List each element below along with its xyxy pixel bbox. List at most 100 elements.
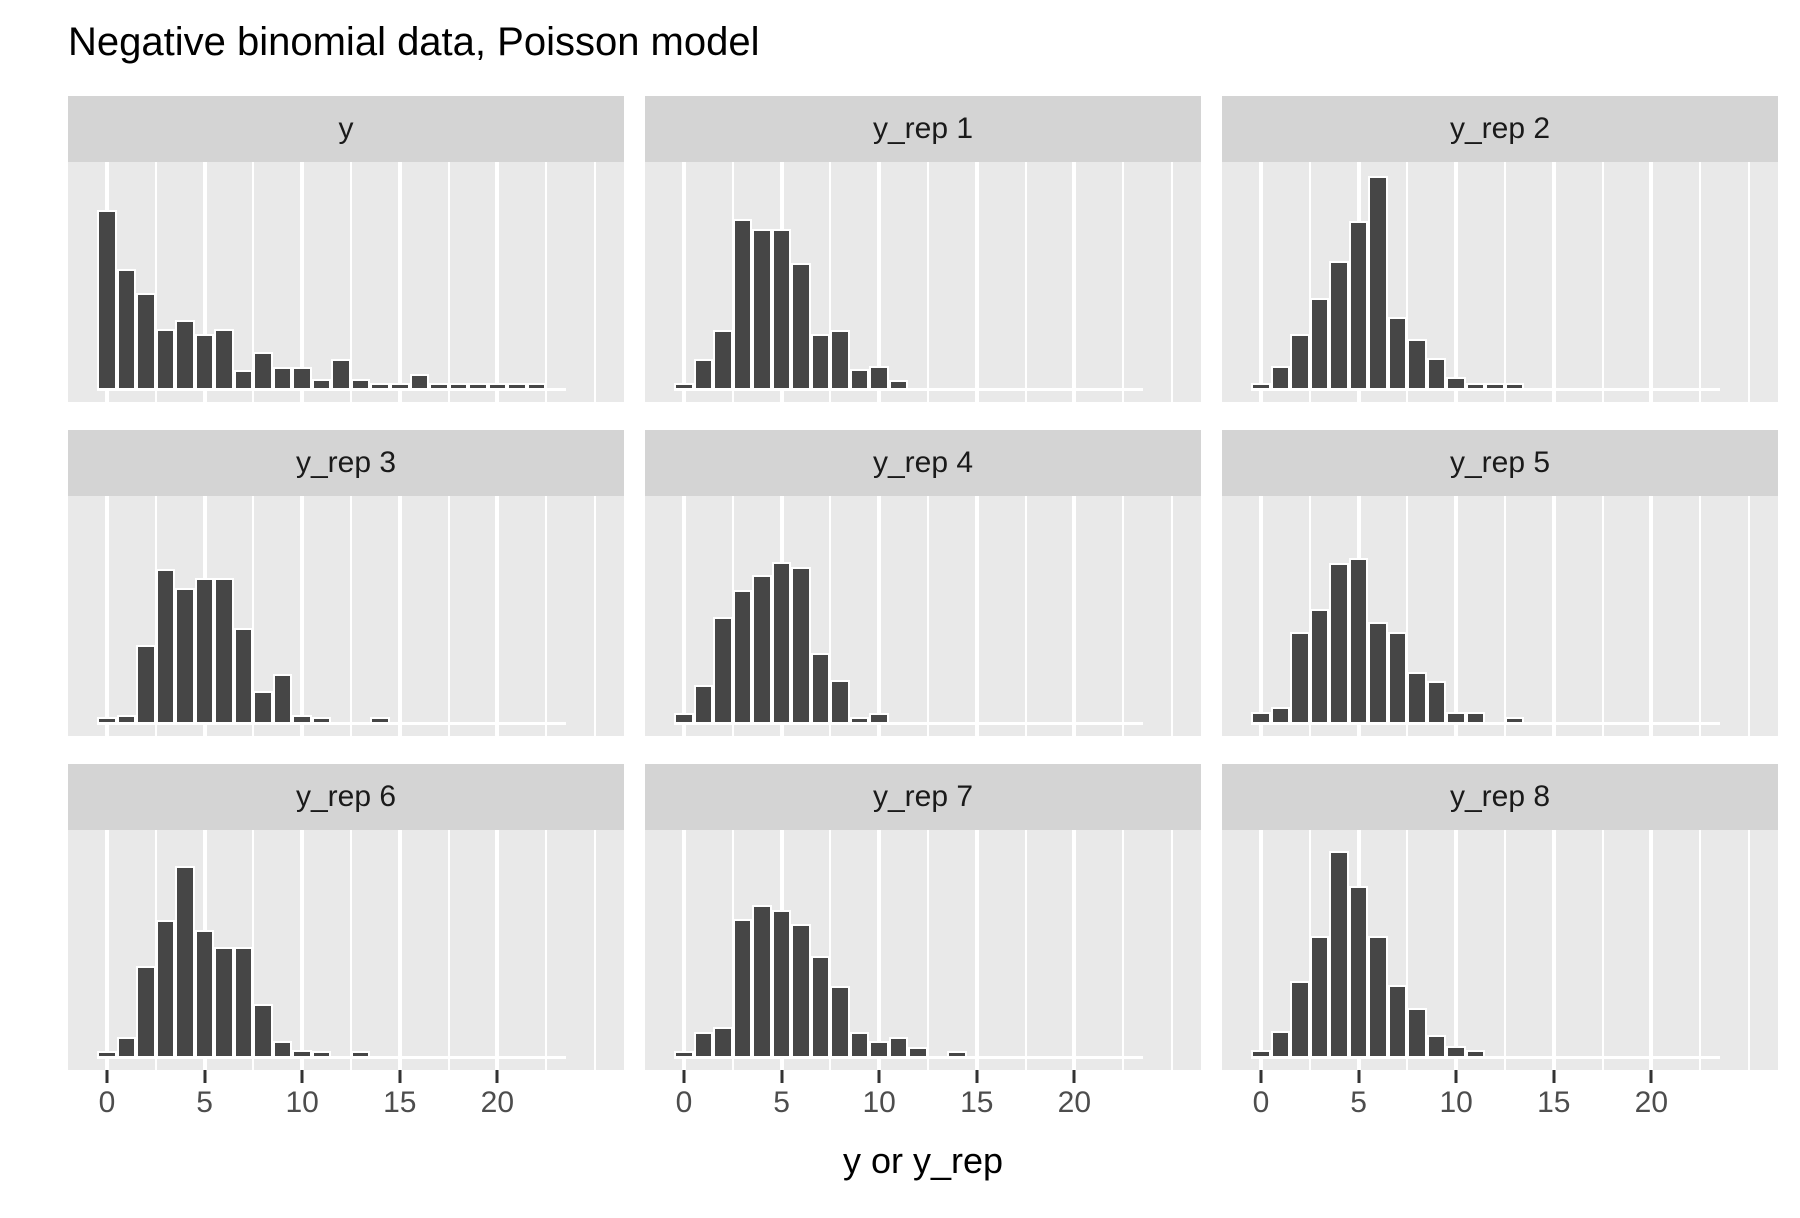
x-tick-label: 15	[1537, 1086, 1571, 1119]
x-tick-label: 20	[480, 1086, 515, 1119]
major-gridline	[682, 162, 687, 402]
major-gridline	[1454, 830, 1459, 1070]
histogram-bar	[732, 590, 753, 724]
x-tick-label: 0	[675, 1086, 693, 1119]
x-tick-mark	[1357, 1070, 1361, 1083]
facet-strip-label: y	[68, 96, 624, 162]
minor-gridline	[349, 162, 352, 402]
histogram-baseline	[1251, 388, 1720, 391]
histogram-bar	[331, 359, 351, 390]
minor-gridline	[447, 162, 450, 402]
x-tick-mark	[203, 1070, 207, 1083]
major-gridline	[1551, 162, 1556, 402]
histogram-bar	[693, 359, 714, 390]
minor-gridline	[593, 162, 596, 402]
histogram-bar	[1446, 712, 1466, 724]
major-gridline	[682, 496, 687, 736]
histogram-bar	[1504, 383, 1525, 390]
histogram-bar	[810, 956, 831, 1058]
minor-gridline	[593, 496, 596, 736]
histogram-bar	[869, 366, 889, 390]
histogram-bar	[888, 1037, 909, 1058]
panel-plot-area-y	[68, 162, 624, 402]
histogram-baseline	[674, 1056, 1143, 1059]
major-gridline	[974, 830, 979, 1070]
minor-gridline	[829, 162, 832, 402]
minor-gridline	[1699, 830, 1702, 1070]
histogram-bar	[752, 229, 772, 390]
histogram-bar	[771, 229, 792, 390]
histogram-bar	[214, 947, 234, 1058]
plot-title: Negative binomial data, Poisson model	[68, 20, 760, 64]
histogram-bar	[693, 685, 714, 724]
major-gridline	[1649, 162, 1654, 402]
facet-grid: y y_rep 1 y_rep 2 y_rep 3 y_rep 4 y_rep 5 y_re…	[68, 96, 1778, 1070]
facet-strip-label: y_rep 3	[68, 430, 624, 496]
facet-y: y	[68, 96, 624, 402]
histogram-bar	[253, 691, 273, 724]
x-tick-mark	[780, 1070, 784, 1083]
facet-strip-label: y_rep 4	[645, 430, 1201, 496]
major-gridline	[1649, 496, 1654, 736]
histogram-bar	[233, 628, 254, 724]
histogram-bar	[1309, 609, 1330, 724]
x-tick-mark	[975, 1070, 979, 1083]
facet-y_rep-4: y_rep 4	[645, 430, 1201, 736]
histogram-bar	[713, 330, 733, 390]
minor-gridline	[926, 830, 929, 1070]
histogram-bar	[791, 924, 811, 1058]
minor-gridline	[1308, 162, 1311, 402]
minor-gridline	[1601, 162, 1604, 402]
minor-gridline	[593, 830, 596, 1070]
histogram-baseline	[1251, 722, 1720, 725]
histogram-bar	[350, 379, 371, 390]
x-tick-label: 15	[960, 1086, 994, 1119]
facet-y_rep-6: y_rep 6	[68, 764, 624, 1070]
histogram-bar	[370, 717, 390, 724]
histogram-bar	[194, 334, 215, 390]
histogram-bar	[1348, 886, 1369, 1058]
histogram-bar	[487, 383, 508, 390]
major-gridline	[682, 830, 687, 1070]
histogram-bar	[1368, 622, 1388, 724]
minor-gridline	[545, 162, 548, 402]
histogram-bar	[791, 567, 811, 724]
histogram-bar	[1251, 383, 1271, 390]
histogram-bar	[97, 1051, 117, 1058]
histogram-bar	[1290, 632, 1310, 724]
histogram-bar	[155, 920, 176, 1058]
histogram-bar	[1446, 377, 1466, 390]
histogram-bar	[713, 617, 733, 724]
major-gridline	[877, 830, 882, 1070]
histogram-bar	[947, 1051, 967, 1058]
histogram-bar	[1251, 712, 1271, 724]
histogram-bar	[136, 966, 156, 1058]
histogram-bar	[1251, 1050, 1271, 1058]
major-gridline	[1649, 830, 1654, 1070]
minor-gridline	[1170, 830, 1173, 1070]
histogram-bar	[175, 866, 195, 1058]
histogram-bar	[175, 320, 195, 390]
histogram-baseline	[97, 722, 566, 725]
major-gridline	[105, 830, 110, 1070]
minor-gridline	[1406, 162, 1409, 402]
major-gridline	[877, 162, 882, 402]
minor-gridline	[829, 830, 832, 1070]
histogram-bar	[1329, 261, 1349, 390]
minor-gridline	[252, 162, 255, 402]
histogram-bar	[1329, 851, 1349, 1058]
facet-strip-label: y_rep 8	[1222, 764, 1778, 830]
major-gridline	[300, 496, 305, 736]
major-gridline	[1259, 496, 1264, 736]
x-tick-label: 20	[1057, 1086, 1092, 1119]
major-gridline	[1454, 496, 1459, 736]
histogram-bar	[1387, 985, 1408, 1058]
facet-y_rep-3: y_rep 3	[68, 430, 624, 736]
facet-y_rep-5: y_rep 5	[1222, 430, 1778, 736]
histogram-bar	[272, 367, 293, 390]
histogram-bar	[1368, 176, 1388, 390]
minor-gridline	[1747, 830, 1750, 1070]
histogram-bar	[292, 1050, 312, 1058]
histogram-bar	[116, 1037, 137, 1058]
facet-y_rep-7: y_rep 7	[645, 764, 1201, 1070]
